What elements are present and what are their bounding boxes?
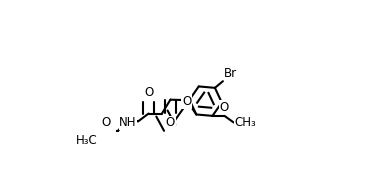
Text: O: O xyxy=(166,116,175,129)
Text: H₃C: H₃C xyxy=(76,134,97,147)
Text: O: O xyxy=(101,116,111,129)
Text: O: O xyxy=(220,101,229,114)
Text: O: O xyxy=(182,95,191,108)
Text: O: O xyxy=(144,86,153,99)
Text: NH: NH xyxy=(119,116,137,129)
Text: Br: Br xyxy=(224,67,237,80)
Text: CH₃: CH₃ xyxy=(235,116,256,129)
